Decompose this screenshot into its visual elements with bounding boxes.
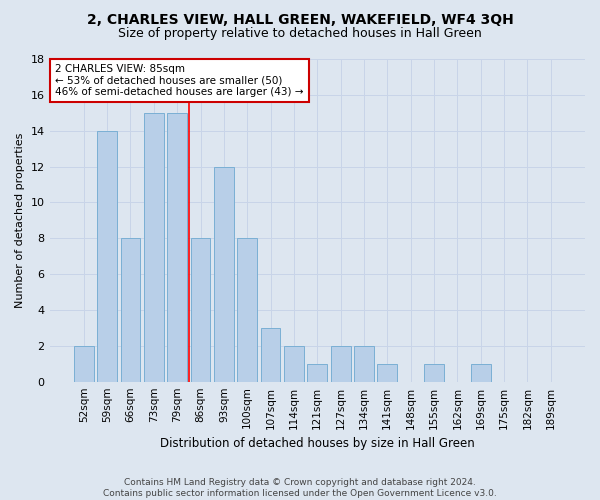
Bar xyxy=(284,346,304,382)
Bar xyxy=(307,364,327,382)
X-axis label: Distribution of detached houses by size in Hall Green: Distribution of detached houses by size … xyxy=(160,437,475,450)
Bar xyxy=(260,328,280,382)
Bar xyxy=(377,364,397,382)
Bar xyxy=(471,364,491,382)
Bar xyxy=(167,113,187,382)
Text: Contains HM Land Registry data © Crown copyright and database right 2024.
Contai: Contains HM Land Registry data © Crown c… xyxy=(103,478,497,498)
Bar xyxy=(74,346,94,382)
Bar xyxy=(97,130,117,382)
Bar xyxy=(354,346,374,382)
Bar xyxy=(144,113,164,382)
Text: Size of property relative to detached houses in Hall Green: Size of property relative to detached ho… xyxy=(118,28,482,40)
Text: 2, CHARLES VIEW, HALL GREEN, WAKEFIELD, WF4 3QH: 2, CHARLES VIEW, HALL GREEN, WAKEFIELD, … xyxy=(86,12,514,26)
Y-axis label: Number of detached properties: Number of detached properties xyxy=(15,132,25,308)
Bar xyxy=(331,346,350,382)
Bar xyxy=(191,238,211,382)
Text: 2 CHARLES VIEW: 85sqm
← 53% of detached houses are smaller (50)
46% of semi-deta: 2 CHARLES VIEW: 85sqm ← 53% of detached … xyxy=(55,64,304,97)
Bar xyxy=(214,166,234,382)
Bar xyxy=(121,238,140,382)
Bar xyxy=(238,238,257,382)
Bar xyxy=(424,364,444,382)
